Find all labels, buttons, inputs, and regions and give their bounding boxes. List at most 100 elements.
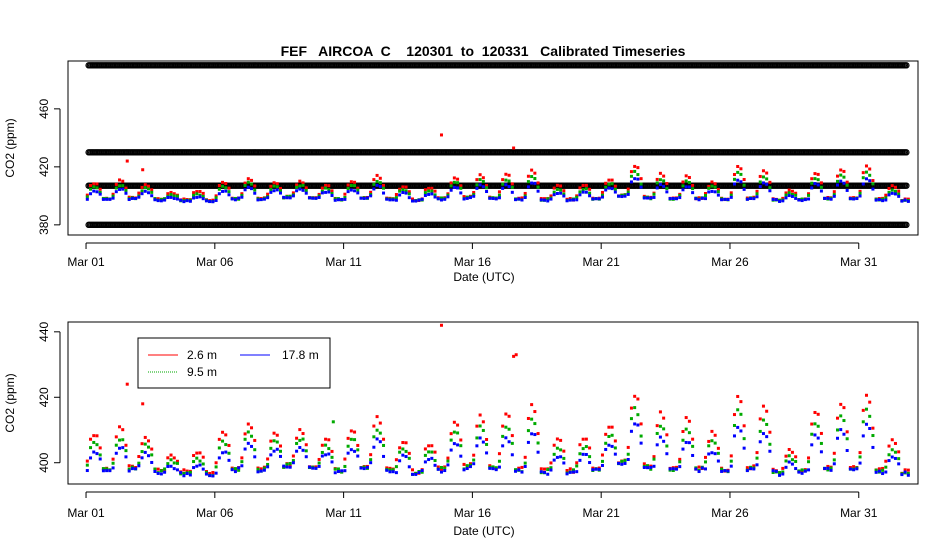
plot-frame-bottom	[67, 321, 919, 485]
data-point	[98, 190, 102, 194]
data-point	[108, 197, 112, 201]
data-point	[365, 196, 369, 200]
data-point	[185, 199, 189, 203]
data-point	[713, 452, 717, 456]
data-point	[861, 420, 865, 424]
data-point	[336, 198, 340, 202]
data-point	[201, 191, 205, 195]
data-point	[887, 193, 891, 197]
data-point	[262, 468, 266, 472]
data-point	[649, 465, 653, 469]
top-panel: FEF AIRCOA C 120301 to 120331 Calibrated…	[3, 43, 919, 284]
data-point	[504, 172, 508, 176]
data-point	[510, 190, 514, 194]
data-point	[259, 467, 263, 471]
data-point	[298, 446, 302, 450]
data-point	[784, 196, 788, 200]
data-point	[485, 190, 489, 194]
data-point	[816, 436, 820, 440]
data-point	[111, 192, 115, 196]
data-point	[192, 466, 196, 470]
data-point	[736, 425, 740, 429]
data-point	[562, 194, 566, 198]
data-point	[465, 196, 469, 200]
data-point	[188, 470, 192, 474]
data-point	[221, 451, 225, 455]
data-point	[662, 439, 666, 443]
data-point	[613, 446, 617, 450]
data-point	[407, 465, 411, 469]
data-point	[658, 410, 662, 414]
data-point	[713, 433, 717, 437]
data-point	[472, 458, 476, 462]
data-point	[536, 185, 540, 189]
data-point	[127, 467, 131, 471]
data-point	[755, 456, 759, 460]
data-point	[736, 178, 740, 182]
data-point	[784, 465, 788, 469]
data-point	[327, 438, 331, 442]
data-point	[118, 178, 122, 182]
data-point	[900, 199, 904, 203]
data-point	[501, 434, 505, 438]
data-point	[449, 181, 453, 185]
data-point	[166, 462, 170, 466]
data-point	[459, 444, 463, 448]
data-point	[346, 187, 350, 191]
data-point	[514, 468, 518, 472]
data-point	[462, 197, 466, 201]
data-point	[681, 429, 685, 433]
data-point	[446, 193, 450, 197]
data-point	[456, 186, 460, 190]
data-point	[890, 448, 894, 452]
data-point	[378, 185, 382, 189]
data-point	[819, 450, 823, 454]
data-point	[784, 459, 788, 463]
data-point	[449, 438, 453, 442]
data-point	[533, 433, 537, 437]
data-point	[349, 183, 353, 187]
data-point	[868, 173, 872, 177]
data-point	[346, 444, 350, 448]
data-point	[472, 462, 476, 466]
data-point	[497, 452, 501, 456]
data-point	[446, 456, 450, 460]
data-point	[543, 470, 547, 474]
data-point	[146, 184, 150, 188]
data-point	[523, 464, 527, 468]
data-point	[291, 454, 295, 458]
data-point	[356, 443, 360, 447]
data-point	[826, 196, 830, 200]
data-point	[739, 400, 743, 404]
data-point	[320, 191, 324, 195]
outlier-point	[141, 168, 145, 172]
data-point	[678, 460, 682, 464]
data-point	[481, 180, 485, 184]
data-point	[668, 467, 672, 471]
data-point	[884, 459, 888, 463]
data-point	[678, 457, 682, 461]
data-point	[536, 450, 540, 454]
y-tick-label: 400	[37, 452, 51, 472]
data-point	[639, 441, 643, 445]
data-point	[520, 196, 524, 200]
data-point	[800, 199, 804, 203]
outlier-point	[512, 146, 516, 150]
data-point	[439, 465, 443, 469]
data-point	[208, 474, 212, 478]
outlier-points	[125, 133, 516, 172]
data-point	[636, 423, 640, 427]
data-point	[211, 200, 215, 204]
data-point	[745, 469, 749, 473]
data-point	[288, 196, 292, 200]
data-point	[153, 198, 157, 202]
data-point	[729, 454, 733, 458]
data-point	[452, 185, 456, 189]
data-point	[884, 465, 888, 469]
data-point	[172, 461, 176, 465]
outlier-point	[331, 420, 335, 424]
data-point	[655, 181, 659, 185]
data-point	[797, 470, 801, 474]
data-point	[832, 451, 836, 455]
data-point	[478, 178, 482, 182]
